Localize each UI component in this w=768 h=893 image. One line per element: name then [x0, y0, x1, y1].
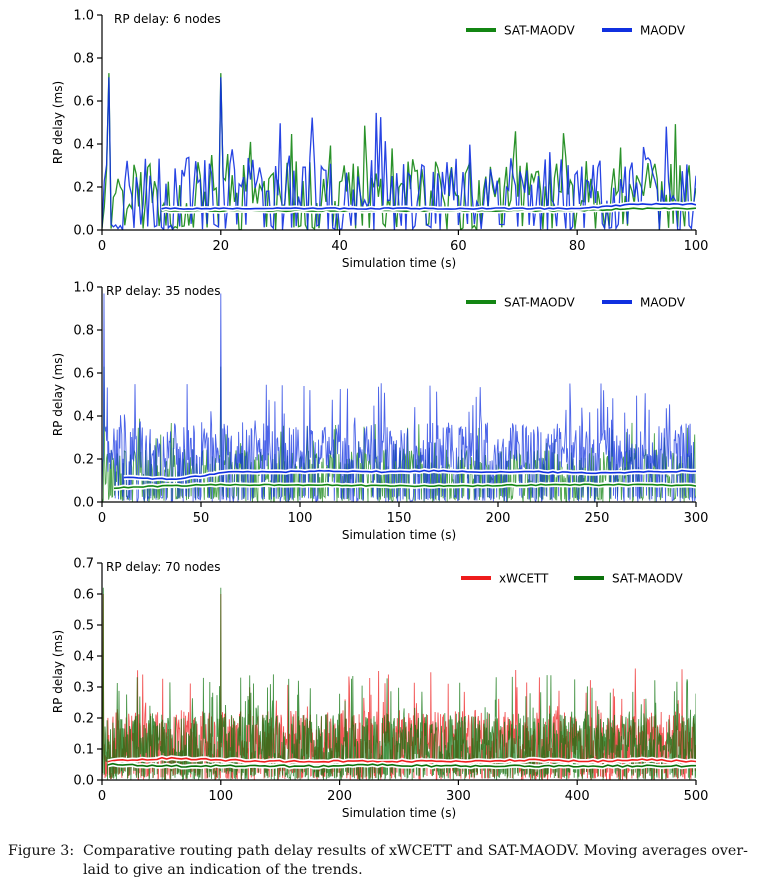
y-tick-label: 0.4 — [73, 410, 94, 425]
x-tick-label: 250 — [585, 511, 610, 526]
x-tick-label: 80 — [569, 239, 586, 254]
chart-panel-2: 0.0 0.2 0.4 0.6 0.8 1.0 0 50 100 150 200 250 300 Simu… — [51, 281, 708, 543]
y-tick-label: 0.6 — [73, 95, 94, 110]
figure-caption: Figure 3: Comparative routing path delay … — [8, 842, 764, 880]
x-tick-label: 100 — [208, 789, 233, 804]
x-tick-label: 100 — [684, 239, 709, 254]
legend-label-maodv: MAODV — [640, 296, 686, 310]
y-axis-title: RP delay (ms) — [51, 630, 65, 713]
plot-area — [102, 293, 696, 502]
y-tick-label: 0.8 — [73, 52, 94, 67]
x-tick-label: 500 — [684, 789, 709, 804]
series-maodv-raw — [102, 293, 696, 502]
y-tick-label: 0.6 — [73, 367, 94, 382]
legend-label-xwcett: xWCETT — [499, 572, 549, 586]
moving-average-sat-maodv — [113, 483, 696, 490]
y-axis-title: RP delay (ms) — [51, 353, 65, 436]
legend-label-sat-maodv: SAT-MAODV — [612, 572, 684, 586]
moving-average-xwcett — [107, 756, 696, 764]
panel-title: RP delay: 70 nodes — [106, 560, 220, 574]
x-tick-label: 20 — [213, 239, 230, 254]
y-tick-label: 0.0 — [73, 774, 94, 789]
x-tick-label: 200 — [486, 511, 511, 526]
x-tick-label: 60 — [450, 239, 467, 254]
moving-average-sat-maodv — [107, 762, 696, 768]
x-tick-label: 400 — [565, 789, 590, 804]
x-tick-label: 150 — [387, 511, 412, 526]
chart-panel-1: 0.0 0.2 0.4 0.6 0.8 1.0 0 20 40 60 80 100 Simulation… — [51, 9, 708, 271]
moving-average-maodv — [161, 202, 696, 210]
figure: 0.0 0.2 0.4 0.6 0.8 1.0 0 20 40 60 80 100 Simulation… — [51, 9, 708, 821]
plot-area — [102, 73, 696, 230]
y-axis-title: RP delay (ms) — [51, 81, 65, 164]
series-sat-maodv-raw — [102, 587, 696, 780]
x-axis-title: Simulation time (s) — [342, 256, 456, 270]
y-tick-label: 0.4 — [73, 650, 94, 665]
legend-label-maodv: MAODV — [640, 24, 686, 38]
x-axis-title: Simulation time (s) — [342, 528, 456, 542]
caption-text: Comparative routing path delay results o… — [83, 843, 748, 878]
x-tick-label: 100 — [288, 511, 313, 526]
y-tick-label: 0.0 — [73, 224, 94, 239]
x-tick-label: 300 — [446, 789, 471, 804]
panel-title: RP delay: 35 nodes — [106, 284, 220, 298]
y-tick-label: 0.5 — [73, 619, 94, 634]
x-tick-label: 0 — [98, 239, 106, 254]
x-tick-label: 40 — [331, 239, 348, 254]
panel-title: RP delay: 6 nodes — [114, 12, 221, 26]
y-tick-label: 0.0 — [73, 496, 94, 511]
y-tick-label: 0.3 — [73, 681, 94, 696]
x-axis-title: Simulation time (s) — [342, 806, 456, 820]
y-tick-label: 0.2 — [73, 453, 94, 468]
y-tick-label: 0.7 — [73, 557, 94, 572]
x-tick-label: 300 — [684, 511, 709, 526]
y-tick-label: 1.0 — [73, 281, 94, 296]
caption-label: Figure 3: — [8, 843, 75, 859]
legend-label-sat-maodv: SAT-MAODV — [504, 24, 576, 38]
y-tick-label: 0.1 — [73, 743, 94, 758]
y-tick-label: 0.4 — [73, 138, 94, 153]
y-tick-label: 0.6 — [73, 588, 94, 603]
y-tick-label: 0.2 — [73, 181, 94, 196]
legend: xWCETT SAT-MAODV — [461, 572, 684, 586]
x-tick-label: 0 — [98, 789, 106, 804]
y-tick-label: 0.2 — [73, 712, 94, 727]
x-tick-label: 200 — [327, 789, 352, 804]
y-tick-label: 1.0 — [73, 9, 94, 24]
x-tick-label: 50 — [193, 511, 210, 526]
x-tick-label: 0 — [98, 511, 106, 526]
y-tick-label: 0.8 — [73, 324, 94, 339]
legend: SAT-MAODV MAODV — [466, 24, 686, 38]
plot-area — [102, 587, 696, 780]
legend: SAT-MAODV MAODV — [466, 296, 686, 310]
moving-average-maodv — [123, 469, 696, 481]
legend-label-sat-maodv: SAT-MAODV — [504, 296, 576, 310]
chart-panel-3: 0.0 0.1 0.2 0.3 0.4 0.5 0.6 0.7 0 100 200 300 400 500… — [51, 557, 708, 821]
